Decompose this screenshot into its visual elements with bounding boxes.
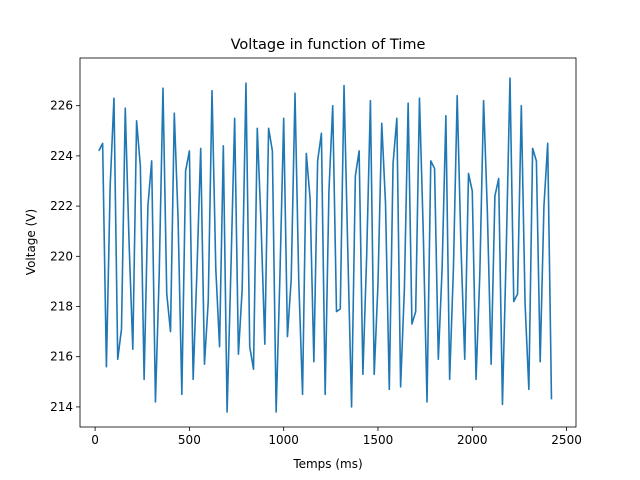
plot-area (99, 78, 552, 412)
y-tick-label: 216 (50, 350, 73, 364)
y-tick-label: 226 (50, 99, 73, 113)
y-tick-label: 220 (50, 249, 73, 263)
y-tick-label: 218 (50, 300, 73, 314)
y-tick-label: 224 (50, 149, 73, 163)
x-tick-label: 500 (178, 433, 201, 447)
chart-title: Voltage in function of Time (231, 37, 426, 53)
y-tick-label: 222 (50, 199, 73, 213)
x-tick-label: 1500 (363, 433, 394, 447)
x-tick-label: 1000 (268, 433, 299, 447)
y-tick-label: 214 (50, 400, 73, 414)
x-axis-label: Temps (ms) (292, 457, 362, 471)
x-tick-label: 0 (91, 433, 99, 447)
y-axis-label: Voltage (V) (24, 209, 38, 275)
x-axis: 0 500 1000 1500 2000 2500 (91, 427, 582, 447)
series-line-0 (99, 78, 552, 412)
x-tick-label: 2500 (551, 433, 582, 447)
x-tick-label: 2000 (457, 433, 488, 447)
y-axis: 214 216 218 220 222 224 226 (50, 99, 80, 414)
